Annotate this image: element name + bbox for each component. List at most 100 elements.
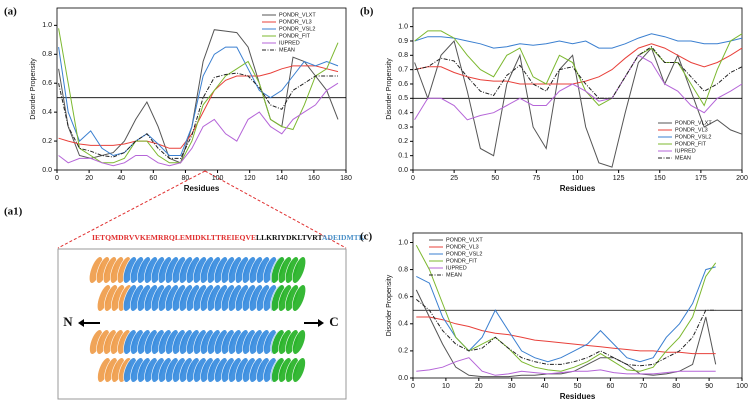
helix-turn [292,329,306,355]
zoom-line [57,170,206,249]
series-line [414,33,743,49]
panel-label: (c) [360,231,373,243]
x-tick-label: 20 [85,175,93,182]
x-tick-label: 140 [276,175,288,182]
x-tick-label: 50 [491,175,499,182]
series-line [58,82,339,167]
series-line [415,289,717,378]
series-line [414,39,743,168]
y-axis-title: Disorder Propensity [386,58,393,120]
legend-label: MEAN [279,47,295,53]
arrow-head [78,319,84,327]
y-tick-label: 1.0 [398,239,408,246]
y-tick-label: 0.0 [42,167,52,174]
y-tick-label: 0.9 [398,38,408,45]
series-line [58,72,338,159]
plot-area [56,7,347,171]
y-tick-label: 0.6 [398,294,408,301]
x-axis-title: Residues [184,184,220,193]
y-tick-label: 0.1 [398,153,408,160]
legend-label: PONDR_VL3 [675,127,708,133]
helix-turn [292,357,306,383]
y-tick-label: 0.6 [398,81,408,88]
x-tick-label: 125 [613,175,625,182]
panel-label: (a1) [4,206,23,218]
y-tick-label: 0.5 [398,95,408,102]
zoom-line [204,170,347,249]
series-line [414,46,743,99]
y-tick-label: 0.8 [398,52,408,59]
series-line [415,299,716,367]
y-tick-label: 0.2 [398,348,408,355]
x-tick-label: 200 [736,175,748,182]
x-tick-label: 80 [182,175,190,182]
y-tick-label: 0.0 [398,167,408,174]
x-tick-label: 80 [672,383,680,390]
x-tick-label: 90 [705,383,713,390]
x-tick-label: 0 [411,383,415,390]
series-line [58,29,339,164]
legend-label: PONDR_VSL2 [279,26,315,32]
y-tick-label: 0.8 [42,51,52,58]
legend-label: PONDR_VLXT [675,120,712,126]
y-tick-label: 0.0 [398,375,408,382]
x-tick-label: 50 [574,383,582,390]
y-tick-label: 0.4 [398,109,408,116]
protein-structure [88,256,307,383]
c-terminus: C [329,314,338,329]
legend-label: PONDR_VL3 [279,19,312,25]
plot-area [412,232,743,379]
x-tick-label: 20 [475,383,483,390]
x-tick-label: 40 [541,383,549,390]
x-tick-label: 150 [654,175,666,182]
x-axis-title: Residues [560,184,596,193]
legend-label: IUPRED [675,148,696,154]
legend-label: PONDR_VSL2 [675,134,711,140]
x-tick-label: 100 [736,383,748,390]
x-tick-label: 60 [607,383,615,390]
legend-label: PONDR_VLXT [279,12,316,18]
series-line [58,46,339,157]
sequence-part: IETQMDRVVKEMRRQLEMIDKLTTREIEQVE [92,233,256,242]
y-axis-title: Disorder Propensity [30,58,37,120]
helix-turn [291,256,307,284]
x-tick-label: 120 [244,175,256,182]
x-tick-label: 100 [572,175,584,182]
y-tick-label: 1.0 [42,22,52,29]
legend-label: PONDR_FIT [446,258,478,264]
panel-label: (b) [360,6,374,18]
sequence: IETQMDRVVKEMRRQLEMIDKLTTREIEQVELLKRIYDKL… [92,233,365,242]
legend-label: PONDR_FIT [279,33,311,39]
helix-turn [291,284,307,312]
sequence-part: LLKRIYDKLTVRT [256,233,322,242]
y-tick-label: 0.6 [42,80,52,87]
x-tick-label: 75 [532,175,540,182]
legend-label: PONDR_VL3 [446,244,479,250]
series-line [416,316,716,355]
series-line [414,54,743,121]
x-tick-label: 0 [55,175,59,182]
x-tick-label: 10 [442,383,450,390]
series-line [414,43,743,85]
y-tick-label: 0.3 [398,124,408,131]
x-tick-label: 0 [411,175,415,182]
legend-label: MEAN [446,272,462,278]
legend-label: PONDR_VLXT [446,237,483,243]
sequence-part: ADEIDMTK [322,233,365,242]
legend-label: PONDR_VSL2 [446,251,482,257]
y-tick-label: 0.2 [398,138,408,145]
x-tick-label: 40 [117,175,125,182]
y-tick-label: 0.7 [398,66,408,73]
x-axis-title: Residues [560,392,596,401]
y-tick-label: 0.4 [398,321,408,328]
x-tick-label: 175 [695,175,707,182]
y-tick-label: 0.8 [398,266,408,273]
series-line [416,357,716,376]
x-tick-label: 100 [212,175,224,182]
x-tick-label: 30 [508,383,516,390]
x-tick-label: 180 [340,175,352,182]
arrow-head [318,319,324,327]
y-tick-label: 1.0 [398,23,408,30]
y-tick-label: 0.2 [42,138,52,145]
